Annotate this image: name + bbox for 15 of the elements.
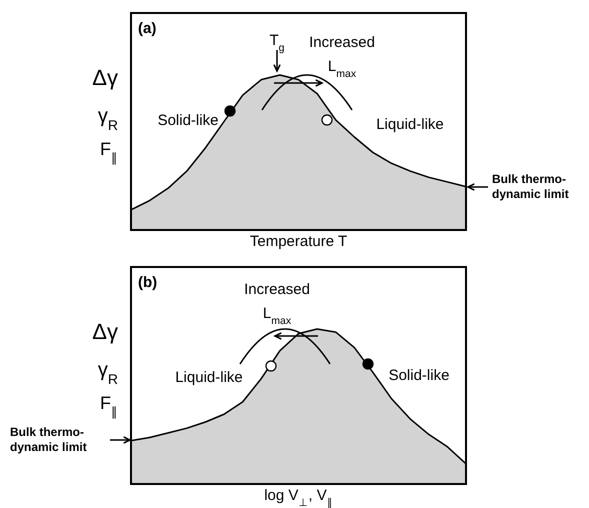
- y-axis-title: Δγ γ$_{R}$ F$_{∥}$: [92, 65, 118, 165]
- annotation: Liquid-like: [175, 369, 243, 386]
- text: Increased L$_{max}$: [244, 281, 310, 327]
- chart-title: (a): [138, 20, 156, 37]
- annotation: Solid-like: [388, 367, 450, 384]
- x-axis-title: Temperature T: [250, 233, 348, 250]
- text: Bulk thermo- dynamic limit: [10, 425, 87, 454]
- annotation: Liquid-like: [376, 116, 444, 133]
- y-axis-title: Δγ γ$_{R}$ F$_{∥}$: [92, 319, 118, 419]
- annotation: Increased L$_{max}$: [309, 34, 375, 80]
- text: Bulk thermo- dynamic limit: [492, 172, 569, 201]
- annotation: Solid-like: [158, 112, 218, 129]
- chart-title: (b): [138, 274, 158, 291]
- x-axis-title: log V$_{⊥}$, V$_{∥}$: [264, 487, 333, 508]
- text: T$_{g}$: [269, 32, 285, 54]
